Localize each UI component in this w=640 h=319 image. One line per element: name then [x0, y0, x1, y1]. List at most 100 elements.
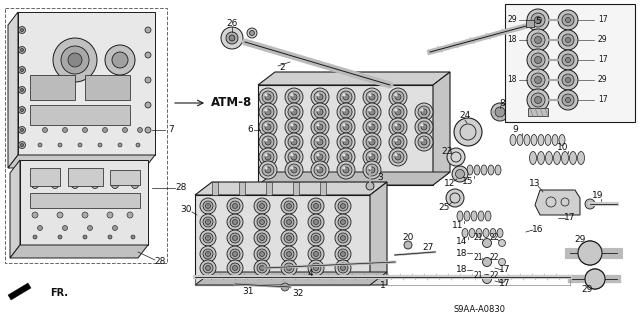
Circle shape [72, 197, 78, 203]
Circle shape [500, 117, 504, 120]
Circle shape [504, 115, 507, 118]
Text: 29: 29 [598, 35, 607, 44]
Circle shape [585, 269, 605, 289]
Bar [30, 75, 75, 100]
Circle shape [394, 153, 397, 157]
Text: 23: 23 [442, 146, 452, 155]
Bar [212, 182, 218, 195]
Circle shape [340, 204, 346, 209]
Circle shape [205, 204, 211, 209]
Circle shape [342, 153, 346, 157]
Ellipse shape [485, 211, 491, 221]
Circle shape [53, 38, 97, 82]
Circle shape [392, 121, 404, 133]
Ellipse shape [559, 135, 565, 145]
Circle shape [264, 108, 268, 112]
Circle shape [558, 90, 578, 110]
Circle shape [446, 189, 464, 207]
Ellipse shape [517, 135, 523, 145]
Text: 7: 7 [168, 125, 174, 135]
Circle shape [585, 199, 595, 209]
Circle shape [338, 233, 348, 243]
Circle shape [230, 263, 240, 273]
Circle shape [52, 197, 58, 203]
Circle shape [205, 265, 211, 271]
Circle shape [369, 124, 375, 130]
Text: 31: 31 [243, 287, 253, 296]
Circle shape [63, 226, 67, 231]
Circle shape [342, 123, 346, 127]
Circle shape [317, 109, 323, 115]
Circle shape [232, 251, 237, 256]
Circle shape [265, 94, 271, 100]
Circle shape [483, 275, 492, 284]
Circle shape [342, 167, 346, 169]
Circle shape [281, 230, 297, 246]
Ellipse shape [471, 211, 477, 221]
Circle shape [335, 230, 351, 246]
Circle shape [527, 9, 549, 31]
Ellipse shape [570, 152, 577, 165]
Circle shape [20, 108, 24, 112]
Circle shape [254, 214, 270, 230]
Circle shape [562, 54, 574, 66]
Circle shape [578, 241, 602, 265]
Circle shape [317, 139, 323, 145]
Circle shape [284, 263, 294, 273]
Circle shape [366, 91, 378, 103]
Circle shape [287, 204, 291, 209]
Circle shape [314, 204, 319, 209]
Ellipse shape [481, 165, 487, 175]
Circle shape [145, 27, 151, 33]
Circle shape [363, 103, 381, 121]
Polygon shape [10, 245, 148, 258]
Bar [110, 170, 140, 185]
Circle shape [19, 47, 26, 54]
Text: 10: 10 [557, 144, 569, 152]
Text: ATM-8: ATM-8 [211, 97, 253, 109]
Circle shape [32, 212, 38, 218]
Circle shape [566, 18, 570, 23]
Circle shape [311, 148, 329, 166]
Circle shape [247, 28, 257, 38]
Circle shape [495, 107, 505, 117]
Circle shape [288, 136, 300, 148]
Circle shape [122, 128, 127, 132]
Circle shape [145, 102, 151, 108]
Circle shape [404, 241, 412, 249]
Circle shape [254, 246, 270, 262]
Text: 11: 11 [452, 221, 464, 231]
Circle shape [291, 167, 297, 173]
Circle shape [392, 91, 404, 103]
Circle shape [497, 117, 499, 120]
Text: 25: 25 [438, 203, 450, 211]
Circle shape [340, 151, 352, 163]
Circle shape [338, 217, 348, 227]
Circle shape [262, 136, 274, 148]
Bar [85, 75, 130, 100]
Circle shape [288, 106, 300, 118]
Circle shape [20, 129, 24, 131]
Circle shape [369, 123, 371, 127]
Polygon shape [258, 172, 450, 185]
Circle shape [342, 93, 346, 97]
Text: 21: 21 [473, 234, 483, 242]
Bar [5, 8, 167, 263]
Circle shape [314, 91, 326, 103]
Circle shape [221, 27, 243, 49]
Circle shape [491, 103, 509, 121]
Circle shape [585, 269, 605, 289]
Circle shape [57, 212, 63, 218]
Circle shape [145, 127, 151, 133]
Circle shape [317, 124, 323, 130]
Circle shape [285, 148, 303, 166]
Ellipse shape [467, 165, 473, 175]
Ellipse shape [474, 165, 480, 175]
Ellipse shape [545, 152, 552, 165]
Polygon shape [370, 182, 387, 285]
Circle shape [421, 109, 427, 115]
Circle shape [342, 108, 346, 112]
Bar [195, 195, 370, 285]
Circle shape [558, 30, 578, 50]
Ellipse shape [495, 165, 501, 175]
